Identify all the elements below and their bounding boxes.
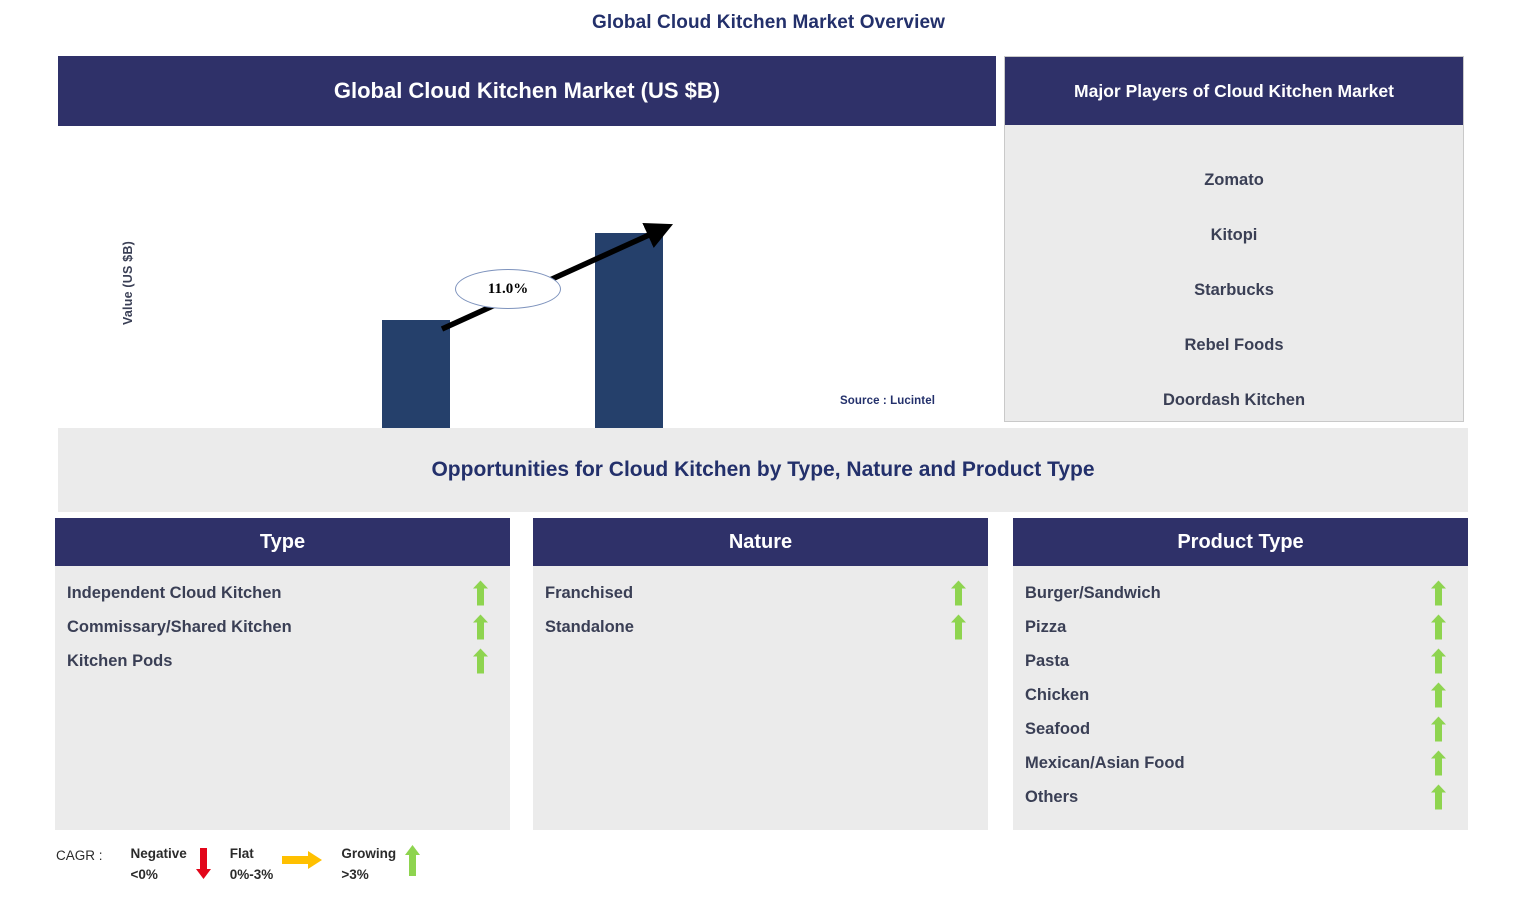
chart-source-note: Source : Lucintel — [840, 395, 935, 407]
legend-range: 0%-3% — [229, 867, 274, 882]
opportunity-label: Chicken — [1025, 685, 1090, 704]
list-item: Kitopi — [1210, 226, 1258, 244]
list-item: Zomato — [1204, 171, 1264, 189]
bar-2025 — [382, 320, 450, 443]
list-item: Starbucks — [1194, 281, 1274, 299]
list-item: Standalone — [533, 610, 988, 644]
panel-body-type: Independent Cloud Kitchen Commissary/Sha… — [55, 566, 510, 830]
opportunity-panel-nature: Nature Franchised Standalone — [533, 518, 988, 830]
panel-header-type: Type — [55, 518, 510, 566]
arrow-up-icon — [1431, 614, 1446, 640]
list-item: Mexican/Asian Food — [1013, 746, 1468, 780]
list-item: Pasta — [1013, 644, 1468, 678]
opportunity-label: Pizza — [1025, 617, 1067, 636]
opportunities-banner-title: Opportunities for Cloud Kitchen by Type,… — [431, 458, 1095, 481]
arrow-down-icon — [195, 843, 211, 879]
opportunity-label: Standalone — [545, 617, 634, 636]
legend-item-flat: Flat 0%-3% — [230, 843, 332, 885]
arrow-up-icon — [405, 843, 421, 879]
list-item: Seafood — [1013, 712, 1468, 746]
opportunity-label: Burger/Sandwich — [1025, 583, 1161, 602]
legend-range: <0% — [130, 867, 158, 882]
market-chart-card: Global Cloud Kitchen Market (US $B) Valu… — [58, 56, 996, 471]
list-item: Pizza — [1013, 610, 1468, 644]
chart-y-axis-label: Value (US $B) — [121, 241, 135, 325]
arrow-up-icon — [473, 614, 488, 640]
cagr-legend-title: CAGR : — [56, 848, 103, 863]
arrow-up-icon — [1431, 750, 1446, 776]
major-players-card: Major Players of Cloud Kitchen Market Zo… — [1004, 56, 1464, 422]
list-item: Others — [1013, 780, 1468, 814]
panel-header-nature: Nature — [533, 518, 988, 566]
arrow-up-icon — [1431, 716, 1446, 742]
opportunity-label: Seafood — [1025, 719, 1091, 738]
opportunity-label: Others — [1025, 787, 1079, 806]
arrow-up-icon — [473, 580, 488, 606]
arrow-right-icon — [282, 843, 323, 869]
cagr-legend: CAGR : Negative <0% Flat 0%-3% Growing >… — [56, 843, 439, 891]
arrow-up-icon — [951, 614, 966, 640]
page-title: Global Cloud Kitchen Market Overview — [591, 12, 946, 33]
major-players-header: Major Players of Cloud Kitchen Market — [1005, 57, 1463, 125]
opportunity-label: Kitchen Pods — [67, 651, 173, 670]
opportunity-label: Mexican/Asian Food — [1025, 753, 1185, 772]
panel-body-product-type: Burger/Sandwich Pizza Pasta Chicken — [1013, 566, 1468, 830]
legend-label: Negative — [130, 846, 187, 861]
panel-body-nature: Franchised Standalone — [533, 566, 988, 830]
legend-item-negative: Negative <0% — [131, 843, 220, 885]
arrow-up-icon — [1431, 682, 1446, 708]
list-item: Commissary/Shared Kitchen — [55, 610, 510, 644]
chart-header: Global Cloud Kitchen Market (US $B) — [58, 56, 996, 126]
major-players-list: Zomato Kitopi Starbucks Rebel Foods Door… — [1005, 125, 1463, 421]
opportunity-label: Commissary/Shared Kitchen — [67, 617, 292, 636]
bar-2031 — [595, 233, 663, 443]
panel-header-product-type: Product Type — [1013, 518, 1468, 566]
list-item: Franchised — [533, 576, 988, 610]
opportunity-label: Pasta — [1025, 651, 1070, 670]
cagr-callout: 11.0% — [455, 269, 561, 309]
opportunity-label: Franchised — [545, 583, 634, 602]
arrow-up-icon — [1431, 648, 1446, 674]
arrow-up-icon — [1431, 580, 1446, 606]
legend-label: Growing — [341, 846, 397, 861]
opportunities-banner: Opportunities for Cloud Kitchen by Type,… — [58, 428, 1468, 512]
legend-range: >3% — [341, 867, 369, 882]
chart-plot-area: Value (US $B) 11.0% 2025 2031 Source : L… — [58, 126, 996, 471]
legend-label: Flat — [229, 846, 254, 861]
arrow-up-icon — [473, 648, 488, 674]
list-item: Rebel Foods — [1184, 336, 1284, 354]
legend-item-growing: Growing >3% — [341, 843, 429, 885]
opportunity-panel-product-type: Product Type Burger/Sandwich Pizza Pasta — [1013, 518, 1468, 830]
list-item: Doordash Kitchen — [1162, 391, 1306, 409]
list-item: Kitchen Pods — [55, 644, 510, 678]
list-item: Chicken — [1013, 678, 1468, 712]
list-item: Independent Cloud Kitchen — [55, 576, 510, 610]
arrow-up-icon — [1431, 784, 1446, 810]
list-item: Burger/Sandwich — [1013, 576, 1468, 610]
opportunity-panel-type: Type Independent Cloud Kitchen Commissar… — [55, 518, 510, 830]
arrow-up-icon — [951, 580, 966, 606]
opportunity-label: Independent Cloud Kitchen — [67, 583, 282, 602]
